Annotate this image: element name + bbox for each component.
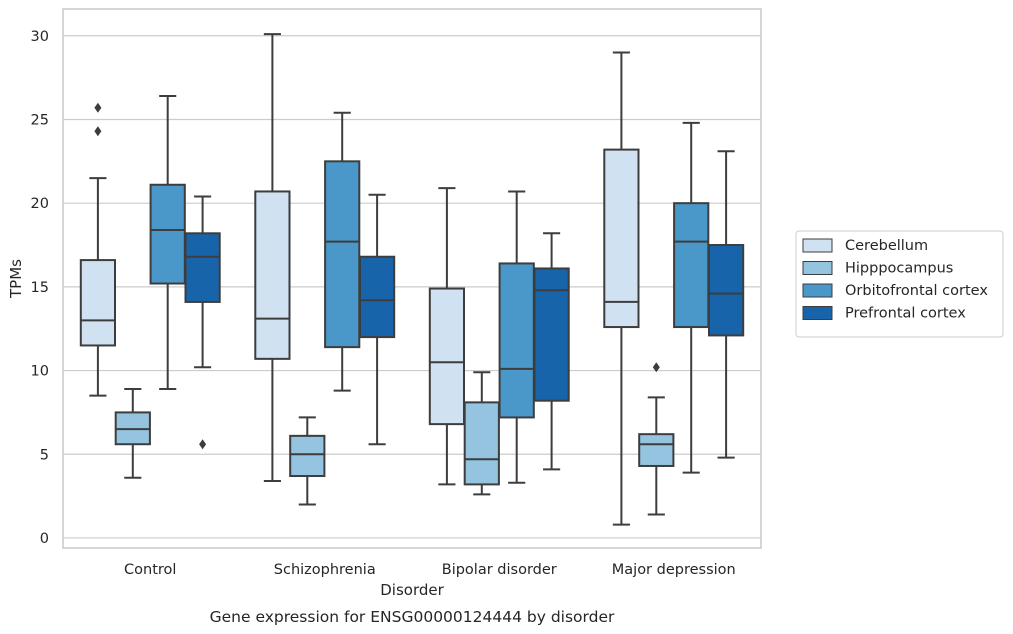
y-tick-label: 20 [31, 196, 49, 212]
box-group [149, 95, 186, 390]
box [707, 244, 745, 337]
box-group [114, 387, 151, 479]
outlier-point [199, 439, 207, 450]
box-group [289, 416, 326, 506]
y-ticks: 0 5 10 15 20 25 30 [31, 29, 49, 547]
box [463, 401, 500, 486]
y-tick-label: 25 [31, 112, 49, 128]
boxes [79, 33, 745, 526]
y-tick-label: 5 [40, 447, 49, 463]
legend-swatch [802, 306, 833, 320]
legend-label: Prefrontal cortex [845, 306, 966, 322]
box [533, 267, 570, 402]
x-axis-label: Disorder [380, 581, 444, 599]
box-group [79, 102, 117, 397]
legend-label: Orbitofrontal cortex [845, 283, 988, 299]
box [638, 433, 675, 467]
box [254, 190, 291, 360]
box-group [673, 121, 710, 474]
box-group [533, 232, 570, 471]
box-group [428, 187, 466, 486]
box [324, 160, 361, 349]
outlier-point [94, 102, 102, 113]
legend-frame [795, 230, 1004, 338]
x-tick-label: Major depression [612, 562, 736, 578]
x-ticks: Control Schizophrenia Bipolar disorder Majo… [124, 562, 736, 578]
plot-frame [62, 8, 762, 549]
box [184, 232, 221, 303]
y-tick-label: 15 [31, 280, 49, 296]
box-group [463, 371, 500, 496]
box [603, 148, 640, 329]
box-group [324, 111, 361, 392]
legend-label: Cerebellum [845, 238, 928, 254]
box [673, 202, 710, 329]
outlier-point [94, 126, 102, 137]
box [428, 287, 466, 426]
chart-caption: Gene expression for ENSG00000124444 by d… [210, 608, 615, 626]
legend-swatch [802, 261, 833, 275]
x-tick-label: Control [124, 562, 176, 578]
box [79, 259, 117, 347]
box [498, 262, 535, 419]
y-tick-label: 30 [31, 29, 49, 45]
y-axis-label: TPMs [7, 259, 25, 299]
legend-swatch [802, 238, 833, 253]
box [149, 183, 186, 285]
legend: Cerebellum Hipppocampus Orbitofrontal cort… [795, 230, 1004, 338]
box-group [603, 51, 640, 526]
legend-swatch [802, 283, 833, 298]
box-group [638, 362, 675, 516]
y-tick-label: 10 [31, 364, 49, 380]
x-tick-label: Schizophrenia [274, 562, 376, 578]
box [289, 434, 326, 478]
box [358, 255, 396, 339]
box-group [358, 193, 396, 446]
box-group [184, 195, 221, 450]
box-group [254, 33, 291, 483]
y-tick-label: 0 [40, 531, 49, 547]
x-tick-label: Bipolar disorder [442, 562, 557, 578]
legend-label: Hipppocampus [845, 261, 953, 277]
outlier-point [652, 362, 660, 373]
box-group [498, 190, 535, 484]
box-group [707, 150, 745, 459]
